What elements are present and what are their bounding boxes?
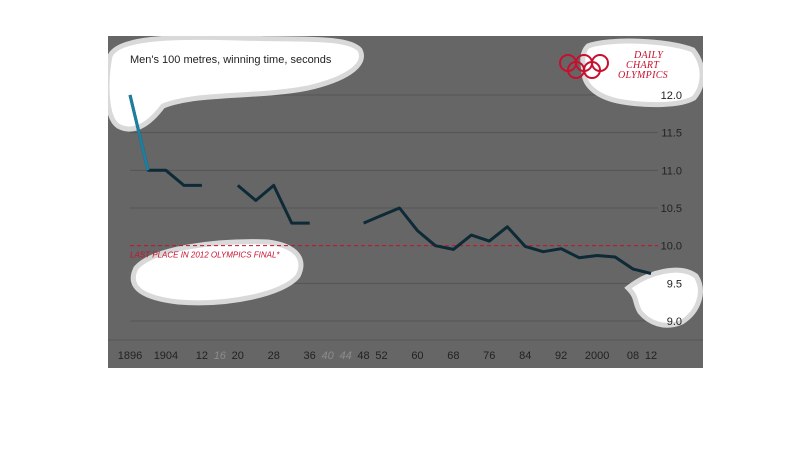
- x-tick-label: 60: [411, 350, 423, 362]
- series-segment: [363, 206, 652, 275]
- line-chart: LAST PLACE IN 2012 OLYMPICS FINAL* 12.01…: [108, 36, 703, 362]
- x-tick-label: 2000: [585, 350, 609, 362]
- reference-line-label: LAST PLACE IN 2012 OLYMPICS FINAL*: [130, 251, 280, 260]
- x-tick-label: 36: [304, 350, 316, 362]
- x-tick-label: 48: [357, 350, 369, 362]
- y-tick-label: 10.0: [661, 241, 682, 253]
- x-axis: 1896 1904 12 16 20 28 36 40 44 48 52 60 68 76 84 92 2000…: [118, 350, 657, 362]
- decorative-blobs: [108, 36, 703, 328]
- reference-line-group: LAST PLACE IN 2012 OLYMPICS FINAL*: [130, 245, 658, 260]
- x-tick-label: 1896: [118, 350, 142, 362]
- x-tick-label: 44: [339, 350, 351, 362]
- x-tick-label: 20: [232, 350, 244, 362]
- y-tick-label: 9.0: [667, 316, 682, 328]
- blob-top-left: [108, 36, 364, 132]
- chart-panel: LAST PLACE IN 2012 OLYMPICS FINAL* 12.0 1…: [108, 36, 703, 368]
- x-tick-label: 40: [321, 350, 334, 362]
- series-first-segment: [128, 94, 150, 171]
- x-tick-label: 28: [268, 350, 280, 362]
- y-tick-label: 11.5: [661, 128, 682, 140]
- chart-subtitle: Men's 100 metres, winning time, seconds: [130, 54, 332, 66]
- x-tick-label: 12: [196, 350, 208, 362]
- x-tick-label: 68: [447, 350, 459, 362]
- y-tick-label: 11.0: [661, 165, 682, 177]
- x-tick-label: 08: [627, 350, 639, 362]
- brand-line-1: DAILY: [633, 50, 664, 61]
- y-axis: 12.0 11.5 11.0 10.5 10.0 9.5 9.0: [661, 90, 682, 328]
- series-segment: [236, 183, 310, 225]
- x-tick-label: 1904: [154, 350, 178, 362]
- y-tick-label: 12.0: [661, 90, 682, 102]
- x-tick-label: 84: [519, 350, 531, 362]
- brand-line-2: CHART: [626, 60, 660, 71]
- x-tick-label: 92: [555, 350, 567, 362]
- blob-bottom-right: [624, 267, 703, 328]
- blob-bottom-left: [130, 239, 304, 306]
- brand-line-3: OLYMPICS: [618, 70, 668, 81]
- series-lines: [128, 94, 652, 275]
- y-tick-label: 9.5: [667, 278, 682, 290]
- x-tick-label: 16: [214, 350, 227, 362]
- x-tick-label: 12: [645, 350, 657, 362]
- y-tick-label: 10.5: [661, 203, 682, 215]
- x-tick-label: 76: [483, 350, 495, 362]
- olympic-rings-icon: [559, 54, 609, 79]
- x-tick-label: 52: [375, 350, 387, 362]
